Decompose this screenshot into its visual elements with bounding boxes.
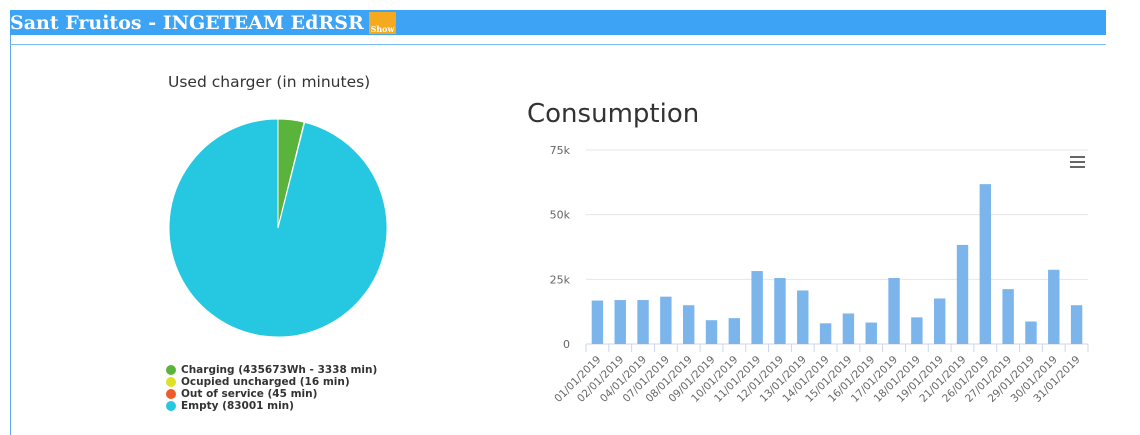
bar-02-01-2019[interactable]	[614, 300, 626, 344]
bar-11-01-2019[interactable]	[751, 271, 763, 344]
bar-17-01-2019[interactable]	[888, 278, 900, 344]
bar-29-01-2019[interactable]	[1025, 321, 1037, 345]
y-tick-label: 25k	[550, 273, 571, 286]
bar-08-01-2019[interactable]	[682, 305, 695, 344]
consumption-bar-chart: 025k50k75k01/01/201902/01/201904/01/2019…	[550, 144, 1089, 405]
legend-dot-charging	[166, 365, 176, 375]
bar-16-01-2019[interactable]	[865, 322, 877, 344]
legend-dot-ocupied-uncharged	[166, 377, 176, 387]
bar-10-01-2019[interactable]	[728, 318, 741, 344]
bar-04-01-2019[interactable]	[637, 300, 649, 344]
bar-18-01-2019[interactable]	[911, 317, 923, 344]
legend-item-charging[interactable]: Charging (435673Wh - 3338 min)	[166, 364, 377, 376]
bar-01-01-2019[interactable]	[591, 300, 604, 344]
legend-item-ocupied-uncharged[interactable]: Ocupied uncharged (16 min)	[166, 376, 377, 388]
pie-legend: Charging (435673Wh - 3338 min) Ocupied u…	[166, 364, 377, 412]
bar-19-01-2019[interactable]	[933, 298, 946, 344]
bar-21-01-2019[interactable]	[956, 244, 969, 344]
pie-chart	[168, 118, 388, 338]
pie-slice-empty[interactable]	[168, 118, 388, 338]
bar-27-01-2019[interactable]	[1002, 289, 1014, 344]
header-bar: Sant Fruitos - INGETEAM EdRSR 1 Show	[10, 10, 1106, 35]
bar-12-01-2019[interactable]	[774, 278, 786, 344]
legend-dot-empty	[166, 401, 176, 411]
legend-label: Out of service (45 min)	[181, 388, 318, 400]
page-title: Sant Fruitos - INGETEAM EdRSR 1	[10, 12, 384, 34]
y-tick-label: 50k	[550, 209, 571, 222]
bar-31-01-2019[interactable]	[1070, 305, 1083, 344]
show-button[interactable]: Show	[369, 12, 396, 34]
bar-14-01-2019[interactable]	[819, 323, 832, 344]
hamburger-menu-icon[interactable]	[1070, 156, 1086, 168]
bar-09-01-2019[interactable]	[705, 320, 718, 344]
bar-30-01-2019[interactable]	[1048, 269, 1060, 344]
legend-label: Ocupied uncharged (16 min)	[181, 376, 350, 388]
bar-07-01-2019[interactable]	[660, 296, 672, 344]
frame-border	[10, 10, 11, 435]
legend-item-empty[interactable]: Empty (83001 min)	[166, 400, 377, 412]
pie-chart-title: Used charger (in minutes)	[168, 73, 371, 91]
header-divider	[10, 44, 1106, 45]
legend-item-out-of-service[interactable]: Out of service (45 min)	[166, 388, 377, 400]
legend-label: Empty (83001 min)	[181, 400, 294, 412]
y-tick-label: 0	[563, 338, 570, 351]
bar-13-01-2019[interactable]	[797, 290, 809, 344]
y-tick-label: 75k	[550, 144, 571, 157]
bar-26-01-2019[interactable]	[979, 184, 992, 344]
consumption-chart-title: Consumption	[527, 99, 700, 129]
legend-label: Charging (435673Wh - 3338 min)	[181, 364, 378, 376]
legend-dot-out-of-service	[166, 389, 176, 399]
bar-15-01-2019[interactable]	[842, 313, 855, 344]
